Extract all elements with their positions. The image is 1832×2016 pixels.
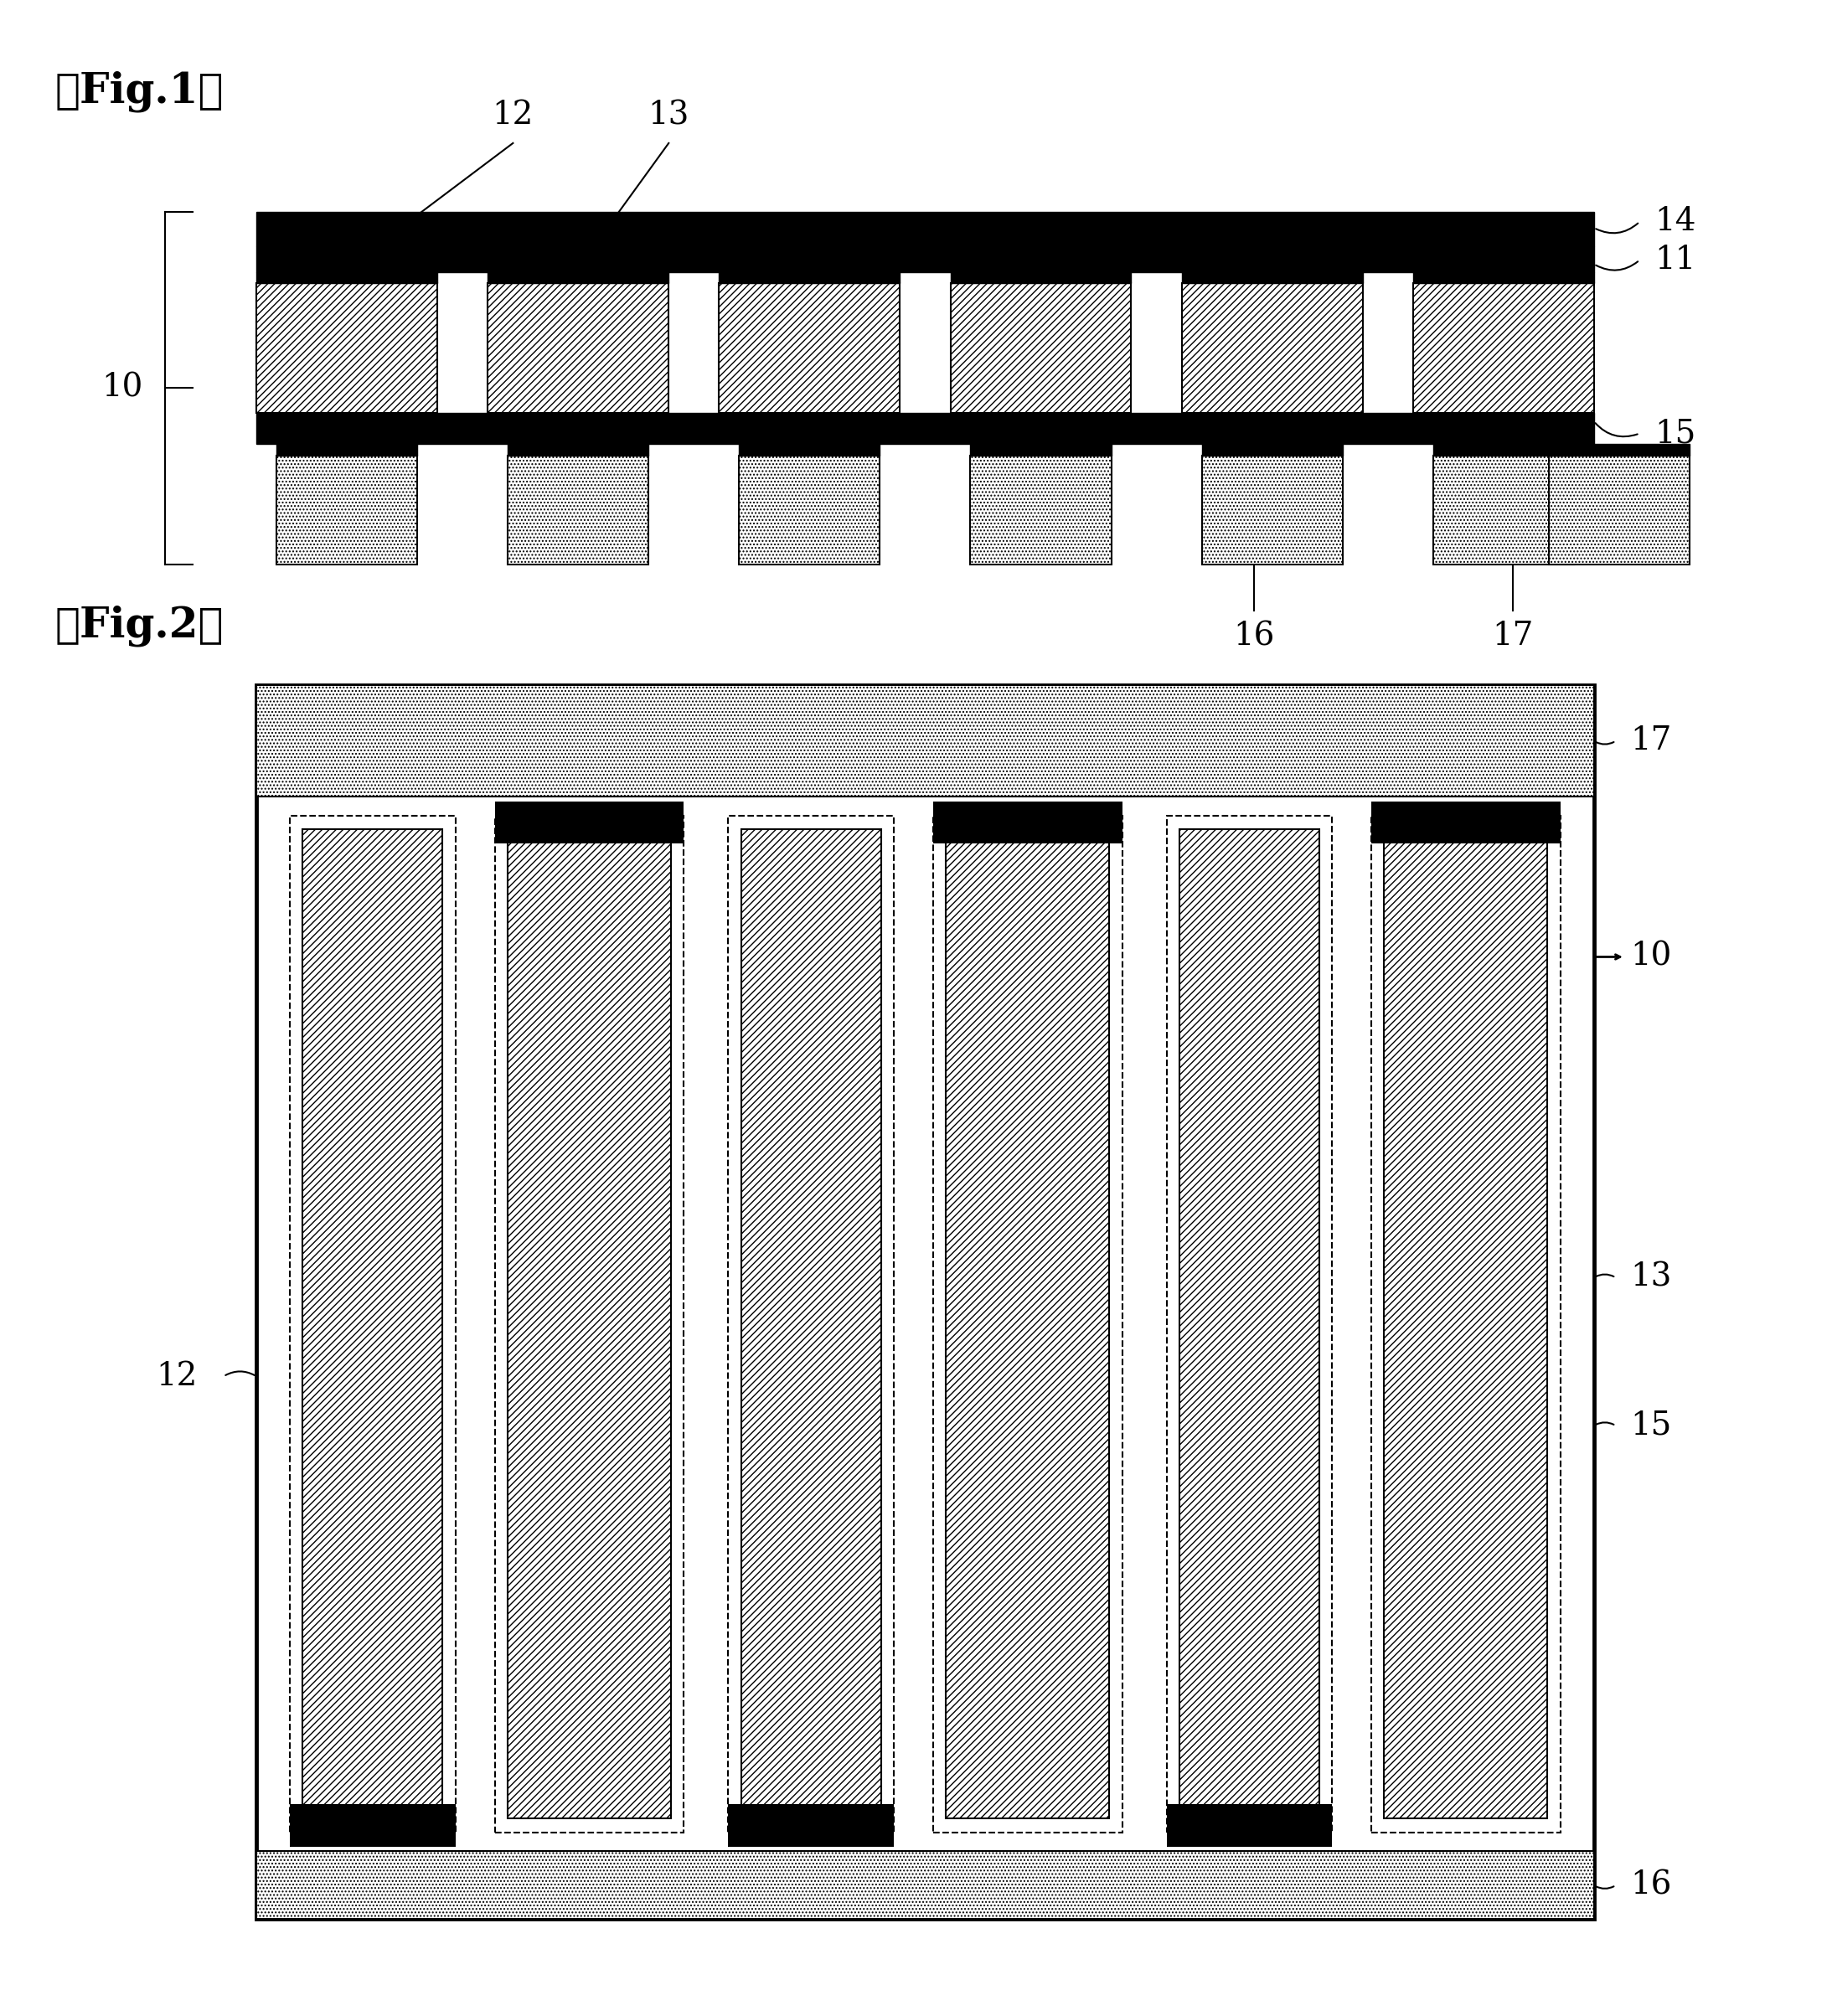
- Bar: [1433, 456, 1574, 564]
- Bar: [487, 272, 669, 284]
- Bar: [1180, 829, 1319, 1818]
- Bar: [1167, 1804, 1332, 1847]
- Bar: [256, 685, 1594, 796]
- Text: 12: 12: [493, 101, 533, 131]
- Bar: [256, 413, 1594, 444]
- Bar: [1182, 284, 1363, 413]
- Bar: [495, 800, 683, 843]
- Text: 『Fig.1』: 『Fig.1』: [55, 71, 224, 113]
- Bar: [945, 829, 1108, 1818]
- Bar: [729, 1804, 894, 1847]
- Text: 10: 10: [1630, 941, 1673, 972]
- Bar: [729, 814, 894, 1833]
- Bar: [256, 272, 438, 284]
- Bar: [256, 246, 1594, 272]
- Text: 15: 15: [1654, 417, 1696, 450]
- Bar: [1548, 444, 1689, 456]
- Bar: [1372, 814, 1561, 1833]
- Bar: [720, 284, 900, 413]
- Bar: [256, 685, 1594, 1919]
- Text: 16: 16: [1233, 621, 1275, 651]
- Text: 16: 16: [1630, 1869, 1673, 1901]
- Bar: [1385, 829, 1548, 1818]
- Bar: [507, 829, 671, 1818]
- Bar: [932, 814, 1121, 1833]
- Bar: [1372, 800, 1561, 843]
- Text: 14: 14: [1654, 206, 1696, 238]
- Bar: [495, 814, 683, 1833]
- Bar: [738, 456, 879, 564]
- Bar: [256, 1851, 1594, 1919]
- Bar: [1548, 456, 1689, 564]
- Bar: [277, 444, 418, 456]
- Bar: [1433, 444, 1574, 456]
- Bar: [289, 1804, 456, 1847]
- Bar: [971, 456, 1112, 564]
- Bar: [256, 284, 438, 413]
- Bar: [289, 814, 456, 1833]
- Text: 13: 13: [1630, 1262, 1673, 1292]
- Text: 15: 15: [1630, 1411, 1673, 1441]
- Bar: [951, 284, 1130, 413]
- Bar: [507, 456, 649, 564]
- Text: 17: 17: [1630, 726, 1673, 756]
- Bar: [1412, 272, 1594, 284]
- Text: 『Fig.2』: 『Fig.2』: [55, 605, 224, 647]
- Bar: [1167, 814, 1332, 1833]
- Bar: [1182, 272, 1363, 284]
- Bar: [1202, 456, 1343, 564]
- Text: 12: 12: [156, 1361, 198, 1391]
- Bar: [738, 444, 879, 456]
- Text: 11: 11: [1654, 244, 1696, 276]
- Bar: [507, 444, 649, 456]
- Text: 10: 10: [101, 373, 143, 403]
- Bar: [256, 212, 1594, 246]
- Bar: [742, 829, 881, 1818]
- Bar: [302, 829, 443, 1818]
- Bar: [1412, 284, 1594, 413]
- Bar: [487, 284, 669, 413]
- Bar: [1202, 444, 1343, 456]
- Text: 17: 17: [1491, 621, 1533, 651]
- Bar: [277, 456, 418, 564]
- Text: 13: 13: [649, 101, 689, 131]
- Bar: [932, 800, 1121, 843]
- Bar: [951, 272, 1130, 284]
- Bar: [971, 444, 1112, 456]
- Bar: [720, 272, 900, 284]
